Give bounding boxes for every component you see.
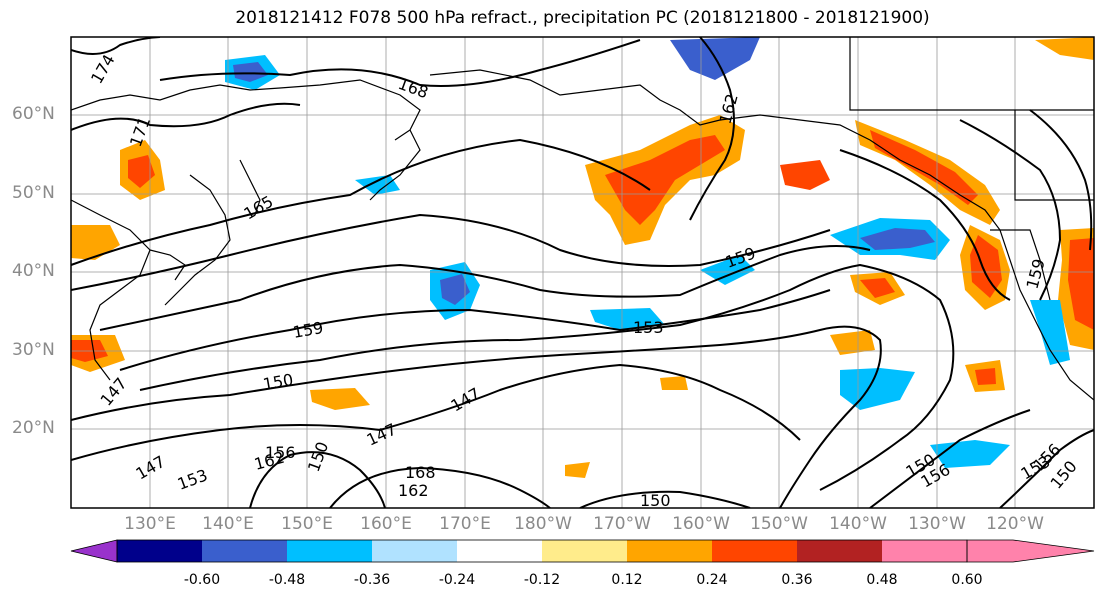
contour-171 (71, 102, 301, 131)
contour-east1 (839, 149, 1011, 301)
lon-label: 180°W (514, 514, 572, 534)
lon-label: 170°W (593, 514, 651, 534)
precip-blob-alaska-core (605, 135, 725, 225)
map-background (71, 37, 1094, 508)
colorbar-tick-label: 0.24 (696, 572, 728, 588)
contour-alaska (689, 37, 735, 221)
height-contours (71, 37, 1094, 508)
precip-blob-trop5-core (975, 368, 996, 385)
colorbar-tick-label: 0.12 (611, 572, 643, 588)
precip-blob-dry-mid-core (440, 274, 470, 305)
contour-165a (71, 138, 651, 266)
lon-label: 160°E (360, 514, 412, 534)
precip-blob-dry-sea (355, 175, 400, 195)
precip-blob-goa (780, 160, 830, 190)
contour-label: 153 (633, 318, 664, 337)
precip-blob-trop3 (660, 376, 688, 390)
colorbar-tick-label: -0.60 (183, 572, 221, 588)
precip-blob-dry-south (840, 368, 915, 410)
chart-title: 2018121412 F078 500 hPa refract., precip… (235, 8, 930, 28)
lon-label: 150°W (750, 514, 808, 534)
contour-label: 168 (405, 463, 436, 482)
precip-blob-trop2 (565, 462, 590, 478)
coastlines (71, 37, 1094, 401)
lon-label: 160°W (672, 514, 730, 534)
contour-east2 (959, 119, 1062, 301)
precip-blob-goa2-core (860, 278, 895, 298)
contour-label: 162 (398, 481, 429, 500)
colorbar-segment (457, 540, 542, 562)
contour-156 (119, 289, 831, 371)
colorbar-segment (882, 540, 967, 562)
precip-blob-bering (1035, 37, 1094, 60)
map-frame (70, 36, 1095, 509)
lon-label: 170°E (439, 514, 491, 534)
contour-162 (71, 213, 831, 291)
colorbar-tick-label: -0.24 (438, 572, 476, 588)
colorbar-extend-low (71, 540, 117, 562)
precipitation-shading (71, 37, 1094, 478)
contour-south3 (579, 490, 751, 508)
contour-south2 (329, 466, 551, 508)
precip-blob-dry-sub2 (700, 255, 755, 285)
contour-153 (139, 263, 955, 491)
contour-east3 (1029, 109, 1093, 251)
lat-label: 30°N (12, 340, 55, 360)
contour-159 (99, 245, 871, 331)
lon-label: 120°W (986, 514, 1044, 534)
colorbar-segment (372, 540, 457, 562)
lat-label: 60°N (12, 104, 55, 124)
precip-blob-dry-japan-core (233, 62, 268, 82)
colorbar-extend-high (967, 540, 1094, 562)
colorbar (70, 539, 1095, 563)
contour-se1 (869, 409, 1031, 508)
colorbar-tick-label: -0.12 (523, 572, 561, 588)
contour-south1 (249, 451, 386, 508)
precip-blob-siberia-core (128, 155, 155, 188)
precip-blob-bc-core (870, 130, 978, 205)
colorbar-segment (627, 540, 712, 562)
contour-174 (71, 37, 161, 55)
contour-se2 (999, 429, 1094, 508)
precip-blob-dry-sub (590, 308, 665, 330)
precip-blob-trop4 (830, 330, 875, 355)
colorbar-tick-label: 0.48 (866, 572, 898, 588)
colorbar-tick-label: -0.48 (268, 572, 306, 588)
lat-label: 40°N (12, 261, 55, 281)
contour-label: 150 (640, 491, 671, 510)
colorbar-segment (202, 540, 287, 562)
lon-label: 130°W (908, 514, 966, 534)
colorbar-segment (287, 540, 372, 562)
contour-150 (71, 325, 882, 508)
contour-147 (71, 363, 801, 461)
precip-blob-trop1 (310, 388, 370, 410)
colorbar-tick-label: -0.36 (353, 572, 391, 588)
precip-blob-china (71, 225, 120, 260)
lon-label: 130°E (124, 514, 176, 534)
contour-168 (159, 39, 641, 87)
lat-label: 50°N (12, 183, 55, 203)
colorbar-segment (712, 540, 797, 562)
precip-blob-farright-core (1068, 238, 1094, 330)
lon-label: 140°E (202, 514, 254, 534)
lon-label: 140°W (829, 514, 887, 534)
contour-label: 156 (265, 443, 296, 462)
colorbar-segment (797, 540, 882, 562)
precip-blob-dry-cal (1030, 300, 1070, 365)
colorbar-segment (542, 540, 627, 562)
lat-label: 20°N (12, 418, 55, 438)
colorbar-tick-label: 0.60 (951, 572, 983, 588)
precip-blob-dry-goa-core (860, 228, 935, 250)
lon-label: 150°E (281, 514, 333, 534)
colorbar-tick-label: 0.36 (781, 572, 813, 588)
colorbar-segment (117, 540, 202, 562)
precip-blob-uswest-core (970, 235, 1002, 298)
